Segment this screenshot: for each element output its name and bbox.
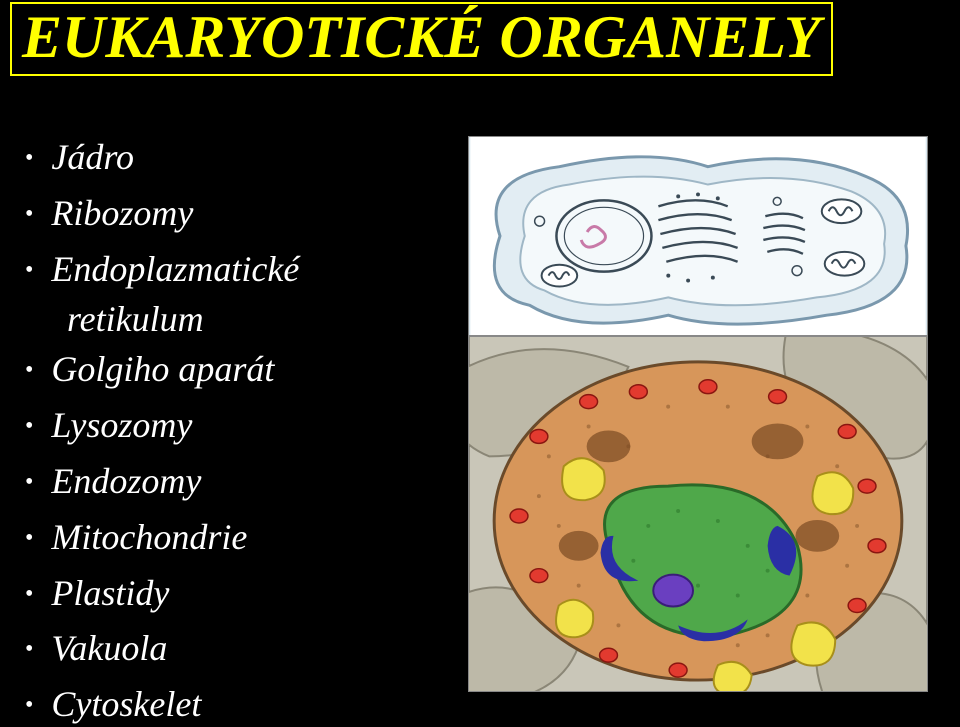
list-item-label: Lysozomy (51, 398, 192, 454)
list-item-label: Plastidy (51, 566, 169, 622)
bullet-icon: • (25, 352, 33, 389)
slide: EUKARYOTICKÉ ORGANELY • Jádro • Ribozomy •… (0, 0, 960, 727)
list-item: • Lysozomy (25, 398, 299, 454)
list-item-label: Golgiho aparát (51, 342, 274, 398)
list-item: • Cytoskelet (25, 677, 299, 727)
bullet-icon: • (25, 140, 33, 177)
list-item: • Mitochondrie (25, 510, 299, 566)
bullet-icon: • (25, 464, 33, 501)
list-item: • Vakuola (25, 621, 299, 677)
bullet-icon: • (25, 687, 33, 724)
bullet-icon: • (25, 252, 33, 289)
list-item-label: Endoplazmatické (51, 242, 299, 298)
bullet-icon: • (25, 408, 33, 445)
bullet-icon: • (25, 520, 33, 557)
list-item: • Jádro (25, 130, 299, 186)
list-item-label: Endozomy (51, 454, 201, 510)
list-item-label: Vakuola (51, 621, 167, 677)
list-item: • Golgiho aparát (25, 342, 299, 398)
image-panel (468, 136, 928, 692)
list-item: • Plastidy (25, 566, 299, 622)
list-item-label: Ribozomy (51, 186, 193, 242)
list-item: • Endoplazmatické retikulum (25, 242, 299, 343)
cell-schematic-diagram (468, 136, 928, 336)
list-item-label: Cytoskelet (51, 677, 201, 727)
bullet-icon: • (25, 631, 33, 668)
bullet-icon: • (25, 576, 33, 613)
title-box: EUKARYOTICKÉ ORGANELY (10, 2, 833, 76)
cell-micrograph (468, 336, 928, 692)
list-item-label: Jádro (51, 130, 134, 186)
list-item: • Endozomy (25, 454, 299, 510)
organelle-list: • Jádro • Ribozomy • Endoplazmatické retiku… (25, 130, 299, 727)
list-item-label: Mitochondrie (51, 510, 247, 566)
bullet-icon: • (25, 196, 33, 233)
list-item-label-line2: retikulum (67, 297, 299, 342)
list-item: • Ribozomy (25, 186, 299, 242)
page-title: EUKARYOTICKÉ ORGANELY (22, 4, 821, 70)
